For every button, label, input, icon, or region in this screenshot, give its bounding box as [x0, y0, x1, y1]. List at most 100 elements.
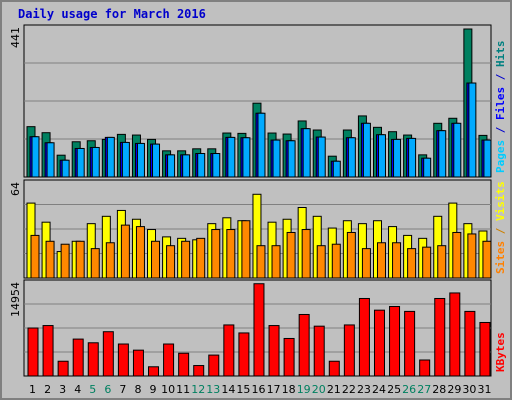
panel-kbytes-max-label: 14954	[9, 282, 22, 317]
x-tick-label: 15	[236, 383, 250, 396]
sites-bar	[346, 231, 356, 279]
sites-bar	[196, 237, 206, 279]
x-tick-label: 10	[161, 383, 175, 396]
x-tick-label: 4	[74, 383, 81, 396]
pages-bar	[91, 146, 100, 178]
pages-bar	[136, 142, 145, 178]
sites-bar	[75, 240, 85, 279]
panel-hits-max-label: 441	[9, 27, 22, 48]
x-tick-label: 6	[104, 383, 111, 396]
pages-bar	[61, 159, 70, 178]
kbytes-bar	[253, 283, 265, 377]
pages-bar	[483, 139, 492, 178]
legend-part: Sites	[494, 241, 507, 274]
sites-bar	[105, 242, 115, 279]
kbytes-bar	[208, 354, 220, 377]
panel-visits-legend: Sites / Visits	[494, 181, 507, 274]
kbytes-bar	[373, 309, 385, 377]
sites-bar	[422, 246, 432, 279]
pages-bar	[182, 154, 191, 178]
kbytes-bar	[87, 342, 99, 377]
sites-bar	[45, 240, 55, 279]
x-tick-label: 22	[342, 383, 356, 396]
kbytes-bar	[283, 337, 295, 377]
sites-bar	[166, 245, 176, 279]
legend-part: Visits	[494, 181, 507, 221]
kbytes-bar	[358, 297, 370, 377]
x-tick-label: 31	[477, 383, 491, 396]
pages-bar	[377, 134, 386, 178]
x-tick-label: 29	[447, 383, 461, 396]
x-tick-label: 7	[119, 383, 126, 396]
panel-visits-max-label: 64	[9, 182, 22, 196]
pages-bar	[302, 128, 311, 178]
sites-bar	[467, 233, 477, 279]
x-tick-label: 12	[191, 383, 205, 396]
sites-bar	[331, 243, 341, 279]
kbytes-bar	[117, 343, 129, 377]
kbytes-bar	[27, 327, 39, 377]
pages-bar	[46, 142, 55, 178]
sites-bar	[226, 229, 236, 279]
legend-part: Files	[494, 87, 507, 120]
kbytes-bar	[238, 332, 250, 377]
pages-bar	[197, 153, 206, 178]
sites-bar	[135, 226, 145, 279]
x-tick-label: 1	[29, 383, 36, 396]
legend-part: /	[494, 221, 507, 241]
kbytes-bar	[72, 338, 84, 377]
x-tick-label: 17	[267, 383, 281, 396]
pages-bar	[257, 112, 266, 178]
x-tick-label: 21	[327, 383, 341, 396]
kbytes-bar	[193, 365, 205, 377]
panel-kbytes-legend: KBytes	[494, 332, 507, 372]
x-tick-label: 19	[297, 383, 311, 396]
sites-bar	[151, 240, 161, 279]
sites-bar	[256, 245, 266, 279]
pages-bar	[347, 137, 356, 178]
x-tick-label: 13	[206, 383, 220, 396]
sites-bar	[286, 231, 296, 279]
x-tick-label: 26	[402, 383, 416, 396]
legend-part: /	[494, 67, 507, 87]
legend-part: Pages	[494, 140, 507, 173]
sites-bar	[181, 240, 191, 279]
pages-bar	[408, 137, 417, 178]
pages-bar	[272, 139, 281, 178]
x-tick-label: 28	[432, 383, 446, 396]
sites-bar	[90, 248, 100, 279]
sites-bar	[361, 248, 371, 279]
x-tick-label: 5	[89, 383, 96, 396]
pages-bar	[227, 136, 236, 178]
kbytes-bar	[434, 297, 446, 377]
sites-bar	[482, 240, 492, 279]
sites-bar	[452, 231, 462, 279]
x-tick-label: 24	[372, 383, 386, 396]
kbytes-bar	[464, 310, 476, 377]
pages-bar	[31, 136, 40, 178]
pages-bar	[212, 153, 221, 178]
chart-title: Daily usage for March 2016	[18, 7, 206, 21]
x-tick-label: 11	[176, 383, 190, 396]
kbytes-bar	[268, 325, 280, 377]
sites-bar	[211, 229, 221, 279]
sites-bar	[271, 245, 281, 279]
sites-bar	[316, 245, 326, 279]
x-tick-label: 9	[150, 383, 157, 396]
x-tick-label: 2	[44, 383, 51, 396]
pages-bar	[468, 82, 477, 178]
kbytes-bar	[343, 324, 355, 377]
kbytes-bar	[313, 325, 325, 377]
sites-bar	[60, 243, 70, 279]
sites-bar	[376, 242, 386, 279]
x-tick-label: 14	[221, 383, 235, 396]
kbytes-bar	[298, 313, 310, 377]
pages-bar	[167, 154, 176, 178]
x-tick-label: 25	[387, 383, 401, 396]
sites-bar	[437, 245, 447, 279]
pages-bar	[106, 136, 115, 178]
kbytes-bar	[419, 359, 431, 377]
pages-bar	[76, 147, 85, 178]
panel-hits-legend: Pages / Files / Hits	[494, 41, 507, 174]
